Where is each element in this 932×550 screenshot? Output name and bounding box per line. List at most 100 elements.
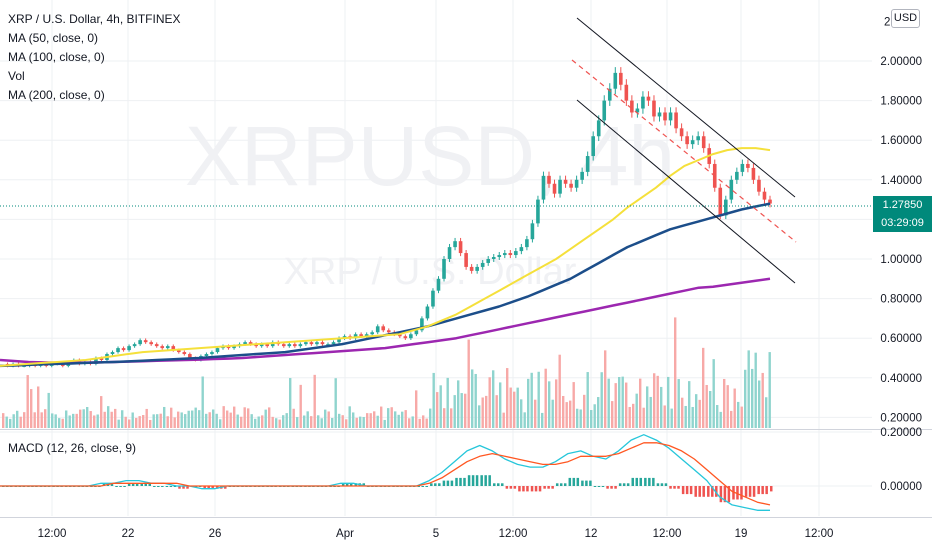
candle-body: [580, 171, 584, 180]
candle-body: [652, 100, 656, 117]
volume-bar: [453, 395, 456, 428]
time-tick-label: 12: [585, 528, 598, 540]
candle-body: [425, 306, 430, 319]
candle-body: [668, 112, 673, 121]
candle-body: [204, 354, 209, 357]
volume-bar: [180, 412, 183, 428]
macd-histogram-bar: [362, 483, 366, 486]
volume-legend[interactable]: Vol: [8, 69, 25, 83]
candle-body: [320, 342, 325, 345]
volume-bar: [751, 368, 754, 428]
volume-bar: [303, 415, 306, 428]
candle-body: [381, 326, 386, 331]
watermark-description: XRP / U.S. Dollar: [284, 251, 577, 293]
volume-bar: [635, 393, 638, 428]
volume-bar: [72, 413, 75, 428]
volume-bar: [544, 368, 547, 428]
volume-bar: [338, 413, 341, 428]
macd-histogram-bar: [434, 483, 437, 486]
ma50-legend[interactable]: MA (50, close, 0): [8, 31, 99, 45]
volume-bar: [47, 392, 50, 428]
macd-histogram-bar: [157, 486, 160, 487]
volume-bar: [103, 411, 106, 428]
volume-bar: [51, 413, 54, 428]
currency-badge[interactable]: USD: [891, 9, 920, 28]
volume-bar: [702, 347, 705, 428]
macd-histogram-bar: [732, 486, 735, 500]
macd-histogram-bar: [224, 486, 227, 489]
volume-bar: [313, 374, 316, 428]
candle-body: [619, 72, 623, 85]
candle-body: [674, 112, 678, 129]
volume-bar: [663, 405, 666, 428]
volume-bar: [628, 406, 631, 428]
volume-bar: [754, 352, 757, 428]
macd-histogram-bar: [736, 486, 739, 500]
candle-body: [154, 344, 159, 347]
volume-bar: [520, 399, 523, 428]
macd-histogram-bar: [135, 483, 139, 486]
ma100-legend[interactable]: MA (100, close, 0): [8, 50, 105, 64]
volume-bar: [149, 419, 152, 428]
volume-bar: [688, 381, 691, 428]
volume-bar: [170, 407, 173, 428]
macd-tick-label: 0.20000: [880, 427, 922, 439]
candle-body: [171, 346, 176, 351]
volume-bar: [86, 407, 89, 428]
macd-histogram-bar: [593, 486, 597, 487]
volume-bar: [464, 393, 467, 428]
volume-bar: [761, 372, 764, 428]
candle-body: [436, 278, 441, 291]
macd-histogram-bar: [723, 486, 727, 503]
macd-histogram-bar: [707, 486, 710, 497]
macd-histogram-bar: [568, 477, 572, 486]
macd-histogram-bar: [459, 477, 462, 486]
volume-bar: [9, 418, 12, 428]
volume-bar: [614, 383, 617, 428]
volume-bar: [716, 405, 719, 428]
macd-histogram-bar: [349, 483, 353, 486]
volume-bar: [625, 382, 628, 428]
volume-bar: [261, 415, 264, 428]
volume-bar: [30, 389, 33, 428]
volume-bar: [642, 407, 645, 428]
macd-histogram-bar: [656, 483, 660, 486]
volume-bar: [513, 391, 516, 428]
volume-bar: [93, 415, 96, 428]
volume-bar: [481, 397, 484, 428]
candle-body: [243, 342, 247, 345]
volume-bar: [68, 415, 71, 428]
time-tick-label: 12:00: [653, 528, 682, 540]
candle-body: [386, 330, 391, 333]
ma200-legend[interactable]: MA (200, close, 0): [8, 88, 105, 102]
volume-bar: [26, 375, 29, 428]
volume-bar: [670, 408, 673, 428]
candle-body: [768, 199, 772, 204]
time-tick-label: 12:00: [38, 528, 67, 540]
candle-body: [762, 191, 767, 200]
volume-bar: [268, 407, 271, 428]
candle-body: [679, 128, 684, 137]
macd-histogram-bar: [761, 486, 764, 495]
macd-histogram-bar: [509, 486, 513, 489]
volume-bar: [5, 416, 8, 428]
candle-body: [718, 187, 723, 216]
macd-legend[interactable]: MACD (12, 26, close, 9): [8, 441, 137, 455]
volume-bar: [555, 379, 558, 428]
volume-bar: [362, 416, 365, 428]
macd-histogram-bar: [543, 486, 546, 489]
volume-bar: [579, 409, 582, 428]
volume-bar: [380, 406, 383, 428]
macd-histogram-bar: [581, 480, 584, 486]
symbol-title[interactable]: XRP / U.S. Dollar, 4h, BITFINEX: [8, 12, 181, 26]
macd-histogram-bar: [493, 483, 496, 486]
macd-histogram-bar: [522, 486, 525, 492]
volume-bar: [618, 377, 621, 428]
candle-body: [663, 112, 667, 121]
macd-histogram-bar: [748, 486, 752, 497]
volume-bar: [660, 386, 663, 428]
candle-body: [110, 352, 115, 355]
volume-bar: [65, 410, 68, 428]
macd-histogram-bar: [127, 483, 131, 486]
